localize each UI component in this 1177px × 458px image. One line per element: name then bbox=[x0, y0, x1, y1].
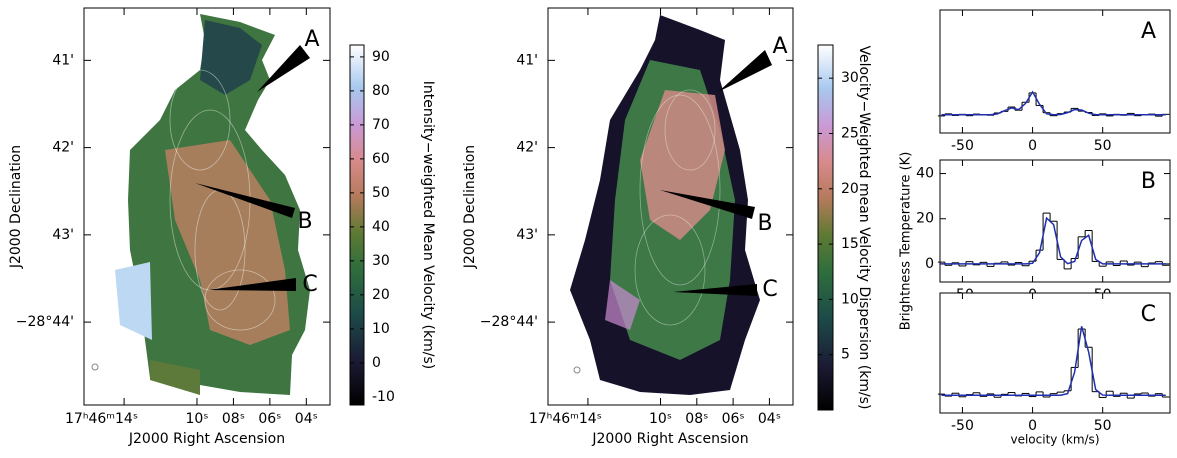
y-tick-label: −28°44' bbox=[480, 314, 538, 330]
panel-label: B bbox=[1141, 169, 1156, 194]
y-tick-label: 0 bbox=[925, 256, 934, 272]
annotation: C bbox=[302, 272, 317, 297]
annotation-wedges bbox=[195, 45, 772, 296]
x-axis-label: velocity (km/s) bbox=[1010, 433, 1099, 447]
colorbar-tick-label: 30 bbox=[372, 253, 390, 269]
y-tick-label: 20 bbox=[916, 211, 934, 227]
x-tick-label: 17ʰ46ᵐ14ˢ bbox=[529, 411, 602, 427]
x-tick-label: -50 bbox=[951, 138, 974, 154]
map-image bbox=[570, 15, 760, 395]
x-tick-label: 08ˢ bbox=[685, 411, 708, 427]
y-tick-label: 43' bbox=[52, 227, 74, 243]
colorbar-tick-label: 25 bbox=[841, 125, 859, 141]
colorbar bbox=[349, 44, 365, 406]
colorbar-tick-label: 40 bbox=[372, 219, 390, 235]
colorbar-tick-label: 80 bbox=[372, 83, 390, 99]
y-tick-label: 42' bbox=[516, 140, 538, 156]
colorbar-tick-label: 70 bbox=[372, 117, 390, 133]
annotation: B bbox=[297, 209, 312, 234]
x-tick-label: 50 bbox=[1094, 138, 1112, 154]
x-tick-label: 0 bbox=[1028, 418, 1037, 434]
y-tick-label: 41' bbox=[516, 52, 538, 68]
x-tick-label: -50 bbox=[951, 418, 974, 434]
colorbar-tick-label: 10 bbox=[372, 321, 390, 337]
model-line bbox=[941, 216, 1166, 265]
colorbar-tick-label: 50 bbox=[372, 185, 390, 201]
colorbar-tick-label: 5 bbox=[841, 347, 850, 363]
plot-frame bbox=[547, 7, 794, 406]
colorbar-tick-label: 90 bbox=[372, 49, 390, 65]
y-axis-label: Brightness Temperature (K) bbox=[899, 152, 914, 331]
x-tick-label: 08ˢ bbox=[222, 411, 245, 427]
x-tick-label: 10ˢ bbox=[185, 411, 208, 427]
panel-label: C bbox=[1141, 302, 1156, 327]
plot-frame bbox=[939, 9, 1171, 134]
x-tick-label: 17ʰ46ᵐ14ˢ bbox=[65, 411, 138, 427]
colorbar-label: Intensity−weighted Mean Velocity (km/s) bbox=[420, 81, 436, 369]
annotation: B bbox=[757, 211, 772, 236]
panel-label: A bbox=[1141, 19, 1156, 44]
colorbar-label: Velocity−Weighted mean Velocity Dispersi… bbox=[856, 46, 872, 410]
y-tick-label: −28°44' bbox=[16, 314, 74, 330]
model-line bbox=[941, 90, 1166, 116]
annotation: A bbox=[772, 34, 787, 59]
x-tick-label: 10ˢ bbox=[649, 411, 672, 427]
x-tick-label: 04ˢ bbox=[758, 411, 781, 427]
x-tick-label: 04ˢ bbox=[295, 411, 318, 427]
x-tick-label: 06ˢ bbox=[258, 411, 281, 427]
y-tick-label: 41' bbox=[52, 52, 74, 68]
colorbar-tick-label: 30 bbox=[841, 70, 859, 86]
x-tick-label: 0 bbox=[1028, 138, 1037, 154]
model-line bbox=[941, 326, 1166, 396]
y-tick-label: 40 bbox=[916, 166, 934, 182]
x-axis-label: J2000 Right Ascension bbox=[591, 431, 748, 447]
y-axis-label: J2000 Declination bbox=[8, 145, 24, 269]
x-tick-label: 50 bbox=[1094, 418, 1112, 434]
x-axis-label: J2000 Right Ascension bbox=[128, 431, 285, 447]
plot-frame bbox=[83, 7, 331, 406]
y-axis-label: J2000 Declination bbox=[462, 145, 478, 269]
colorbar-tick-label: 0 bbox=[372, 355, 381, 371]
y-tick-label: 42' bbox=[52, 140, 74, 156]
colorbar-tick-label: 60 bbox=[372, 151, 390, 167]
annotation: A bbox=[304, 27, 319, 52]
y-tick-label: 43' bbox=[516, 227, 538, 243]
colorbar-tick-label: -10 bbox=[372, 389, 395, 405]
colorbar-tick-label: 15 bbox=[841, 236, 859, 252]
colorbar bbox=[817, 44, 834, 411]
colorbar-tick-label: 10 bbox=[841, 291, 859, 307]
colorbar-tick-label: 20 bbox=[841, 181, 859, 197]
annotation: C bbox=[762, 277, 777, 302]
x-tick-label: 06ˢ bbox=[722, 411, 745, 427]
colorbar-tick-label: 20 bbox=[372, 287, 390, 303]
map-image bbox=[91, 14, 310, 395]
